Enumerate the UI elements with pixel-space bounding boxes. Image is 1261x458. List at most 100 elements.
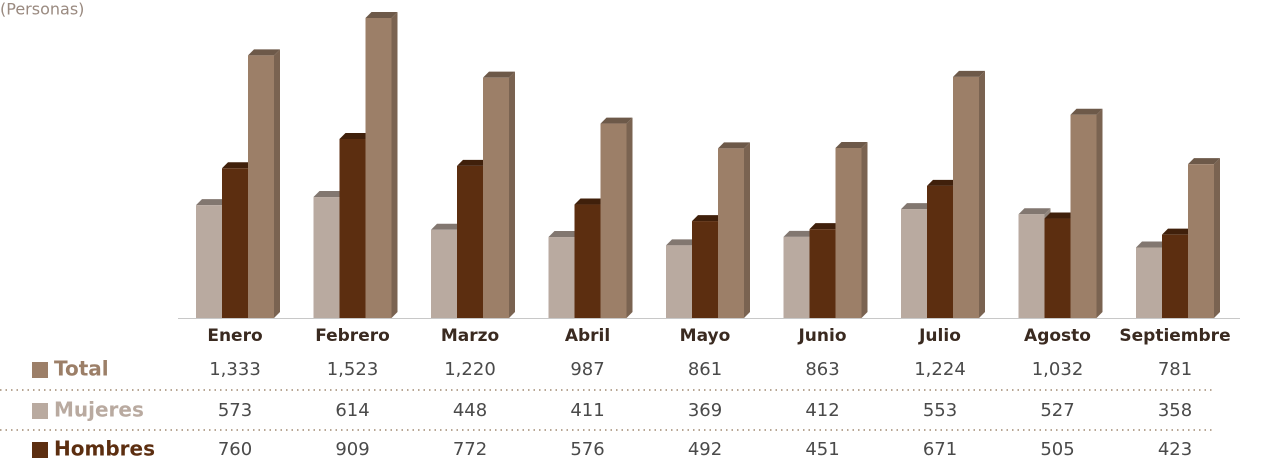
- bar: [783, 236, 810, 318]
- bar-top: [222, 162, 254, 169]
- legend-label: Total: [54, 357, 109, 381]
- table-value: 412: [805, 400, 839, 421]
- table-value: 576: [570, 439, 604, 458]
- bar-top: [548, 231, 581, 238]
- bar: [222, 168, 248, 318]
- table-value: 411: [570, 400, 604, 421]
- table-value: 781: [1158, 359, 1192, 380]
- bar-top: [1162, 228, 1194, 235]
- bar-top: [692, 215, 724, 222]
- table-value: 760: [218, 439, 252, 458]
- x-tick-label: Septiembre: [1119, 326, 1230, 346]
- table-value: 369: [688, 400, 722, 421]
- x-tick-label: Abril: [565, 326, 610, 346]
- x-tick-label: Julio: [918, 326, 961, 346]
- bar: [901, 209, 927, 318]
- bar-side: [274, 49, 280, 318]
- table-value: 614: [335, 400, 369, 421]
- bar: [600, 123, 627, 319]
- table-value: 863: [805, 359, 839, 380]
- legend-label: Hombres: [54, 437, 155, 458]
- bar-side: [626, 117, 633, 319]
- bar-top: [339, 132, 372, 139]
- bar: [692, 221, 718, 318]
- bar-top: [431, 223, 463, 230]
- bar-top: [574, 198, 607, 205]
- table-value: 1,523: [327, 359, 379, 380]
- bar: [835, 148, 862, 318]
- bar-top: [1018, 208, 1051, 215]
- bar-side: [744, 142, 750, 318]
- bar-side: [509, 71, 515, 318]
- table-value: 573: [218, 400, 252, 421]
- bar-top: [365, 12, 398, 18]
- bar: [1136, 247, 1162, 318]
- bar-top: [783, 230, 816, 237]
- bar-top: [457, 159, 489, 166]
- bar-top: [313, 191, 346, 198]
- table-value: 1,224: [914, 359, 966, 380]
- bar-top: [248, 49, 280, 56]
- bar: [196, 205, 222, 318]
- bar: [483, 77, 509, 318]
- table-value: 1,333: [209, 359, 261, 380]
- bar: [1070, 114, 1097, 318]
- bar-top: [1044, 212, 1077, 219]
- bar-top: [483, 71, 515, 78]
- bar: [457, 165, 483, 318]
- table-value: 1,032: [1032, 359, 1084, 380]
- bar-top: [1136, 241, 1168, 248]
- legend-swatch: [32, 362, 48, 378]
- bar-top: [666, 239, 698, 246]
- bar-side: [979, 70, 985, 318]
- bar-top: [1070, 108, 1103, 115]
- table-value: 448: [453, 400, 487, 421]
- bar-top: [927, 179, 959, 186]
- table-value: 423: [1158, 439, 1192, 458]
- x-tick-label: Mayo: [680, 326, 731, 346]
- table-value: 772: [453, 439, 487, 458]
- bar-top: [901, 203, 933, 210]
- bar: [809, 229, 836, 318]
- bar-top: [196, 199, 228, 206]
- bar: [248, 55, 274, 318]
- bar-top: [1188, 158, 1220, 165]
- chart-subtitle: (Personas): [0, 0, 84, 19]
- bar-side: [391, 12, 398, 318]
- bar-top: [809, 223, 842, 230]
- table-value: 527: [1040, 400, 1074, 421]
- bar: [953, 76, 979, 318]
- bar: [1188, 164, 1214, 318]
- bar: [365, 18, 392, 318]
- table-value: 909: [335, 439, 369, 458]
- table-value: 451: [805, 439, 839, 458]
- bar: [431, 229, 457, 318]
- bar: [574, 204, 601, 318]
- bar: [1044, 218, 1071, 318]
- legend-label: Mujeres: [54, 398, 144, 422]
- bar: [927, 185, 953, 318]
- bar-side: [861, 142, 868, 318]
- legend-swatch: [32, 442, 48, 458]
- legend-swatch: [32, 403, 48, 419]
- table-value: 505: [1040, 439, 1074, 458]
- bar-top: [718, 142, 750, 149]
- bar: [1162, 234, 1188, 318]
- bar-top: [835, 142, 868, 149]
- x-tick-label: Junio: [797, 326, 846, 346]
- x-tick-label: Marzo: [441, 326, 499, 346]
- bar: [666, 245, 692, 318]
- bar: [313, 197, 340, 318]
- bar: [718, 148, 744, 318]
- table-value: 358: [1158, 400, 1192, 421]
- table-value: 553: [923, 400, 957, 421]
- bar-top: [953, 70, 985, 77]
- table-value: 1,220: [444, 359, 496, 380]
- table-value: 861: [688, 359, 722, 380]
- table-value: 492: [688, 439, 722, 458]
- bar-side: [1214, 158, 1220, 318]
- table-value: 987: [570, 359, 604, 380]
- bar: [339, 138, 366, 318]
- x-tick-label: Febrero: [315, 326, 390, 346]
